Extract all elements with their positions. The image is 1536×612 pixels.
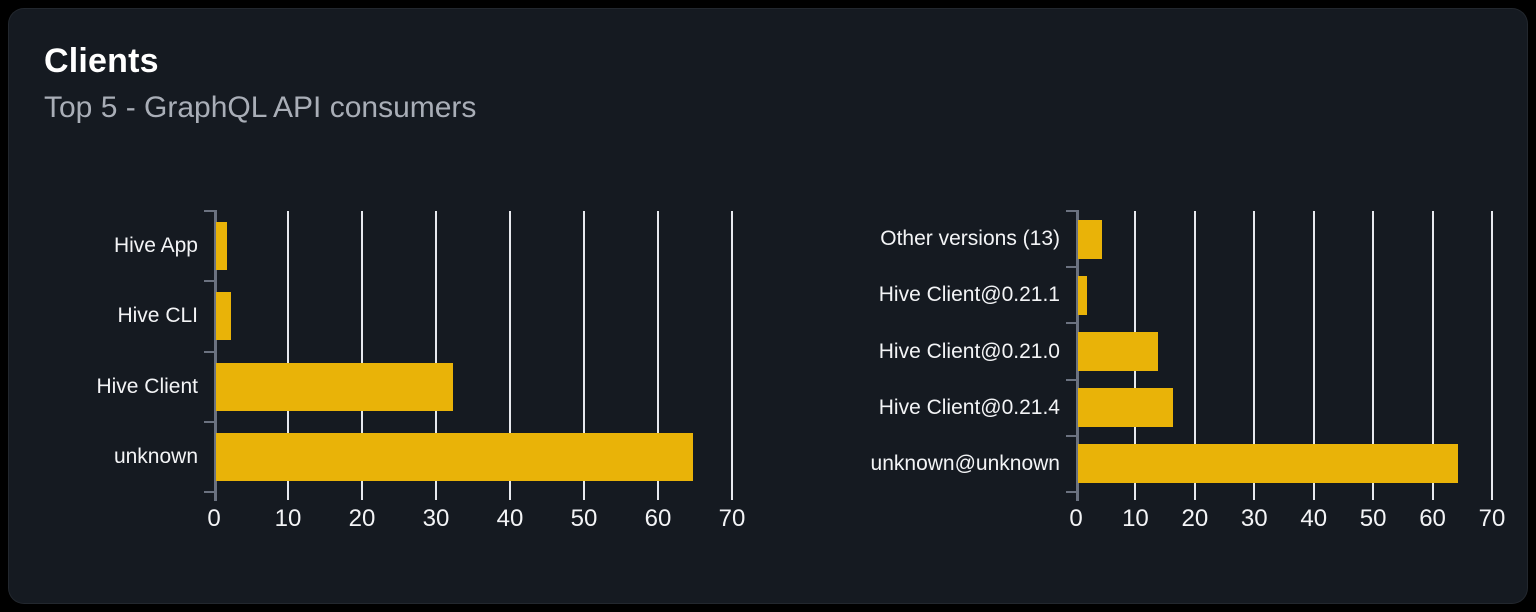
- x-axis-tick-label: 60: [1419, 505, 1446, 532]
- gridline: [1372, 211, 1375, 492]
- x-axis-tick-label: 50: [1359, 505, 1387, 532]
- clients-card: Clients Top 5 - GraphQL API consumers 0 1…: [8, 8, 1528, 604]
- category-label: Hive Client@0.21.1: [878, 283, 1060, 306]
- card-title: Clients: [44, 42, 159, 80]
- category-label: Hive Client: [96, 375, 198, 398]
- category-label: unknown@unknown: [870, 452, 1060, 475]
- category-label: Hive Client@0.21.0: [878, 340, 1060, 363]
- x-axis-tick: [509, 492, 511, 500]
- x-axis-tick-label: 30: [422, 505, 450, 532]
- x-axis-tick-label: 40: [496, 505, 524, 532]
- bar[interactable]: [1078, 332, 1158, 371]
- gridline: [435, 211, 437, 492]
- gridline: [1431, 211, 1434, 492]
- category-label: Hive Client@0.21.4: [878, 396, 1060, 419]
- x-axis-tick: [435, 492, 437, 500]
- y-axis-tick: [204, 420, 217, 423]
- gridline: [287, 211, 289, 492]
- y-axis-tick: [1066, 322, 1079, 325]
- y-axis-tick: [1066, 491, 1079, 493]
- x-axis-tick-label: 50: [570, 505, 598, 532]
- gridline: [361, 211, 363, 492]
- x-axis-tick-label: 40: [1300, 505, 1328, 532]
- bar[interactable]: [1078, 388, 1173, 427]
- y-axis-tick: [204, 350, 217, 353]
- x-axis-tick: [1431, 492, 1434, 500]
- x-axis-tick: [1491, 492, 1493, 500]
- bar[interactable]: [1078, 444, 1458, 483]
- gridline: [1491, 211, 1493, 492]
- bar[interactable]: [1078, 220, 1102, 259]
- y-axis-line: [1076, 211, 1079, 501]
- gridline: [731, 211, 733, 492]
- gridline: [657, 211, 659, 492]
- x-axis-tick-label: 60: [644, 505, 672, 532]
- y-axis-tick: [204, 210, 217, 212]
- client-version-chart: 0 10 20 30 40 50 60 70 Other versions (13) Hive C…: [9, 9, 1527, 603]
- y-axis-tick: [204, 280, 217, 283]
- x-axis-tick: [361, 492, 363, 500]
- bar[interactable]: [216, 433, 693, 481]
- x-axis-tick: [1253, 492, 1256, 500]
- bar[interactable]: [216, 363, 453, 411]
- bar[interactable]: [216, 292, 231, 340]
- y-axis-tick: [1066, 210, 1079, 212]
- category-label: Other versions (13): [880, 227, 1060, 250]
- gridline: [1193, 211, 1196, 492]
- gridline: [1312, 211, 1315, 492]
- category-label: Hive App: [113, 234, 198, 257]
- x-axis-tick-label: 20: [1181, 505, 1209, 532]
- x-axis-tick-label: 10: [1122, 505, 1149, 532]
- bar[interactable]: [1078, 276, 1087, 315]
- client-name-chart: 0 10 20 30 40 50 60 70 Hive App Hive CLI Hive Clie…: [9, 9, 1527, 603]
- x-axis-tick-label: 70: [1478, 505, 1506, 532]
- charts-area: 0 10 20 30 40 50 60 70 Hive App Hive CLI Hive Clie…: [9, 9, 1527, 603]
- x-axis-tick: [583, 492, 585, 500]
- category-label: Hive CLI: [117, 304, 198, 327]
- bar[interactable]: [216, 222, 227, 270]
- x-axis-tick-label: 70: [718, 505, 746, 532]
- y-axis-tick: [1066, 434, 1079, 437]
- x-axis-tick-label: 0: [1069, 505, 1083, 532]
- x-axis-tick: [287, 492, 289, 500]
- category-label: unknown: [113, 445, 198, 468]
- x-axis-tick: [1372, 492, 1375, 500]
- x-axis-tick: [657, 492, 659, 500]
- x-axis-tick-label: 20: [348, 505, 376, 532]
- gridline: [1253, 211, 1256, 492]
- x-axis-tick-label: 30: [1240, 505, 1268, 532]
- x-axis-tick-label: 0: [207, 505, 221, 532]
- y-axis-line: [214, 211, 217, 501]
- x-axis-tick-label: 10: [274, 505, 302, 532]
- x-axis-tick: [1312, 492, 1315, 500]
- x-axis-tick: [1134, 492, 1137, 500]
- x-axis-tick: [1193, 492, 1196, 500]
- y-axis-tick: [1066, 266, 1079, 269]
- x-axis-tick: [731, 492, 733, 500]
- card-subtitle: Top 5 - GraphQL API consumers: [44, 91, 477, 124]
- y-axis-tick: [204, 491, 217, 493]
- y-axis-tick: [1066, 378, 1079, 381]
- gridline: [583, 211, 585, 492]
- gridline: [509, 211, 511, 492]
